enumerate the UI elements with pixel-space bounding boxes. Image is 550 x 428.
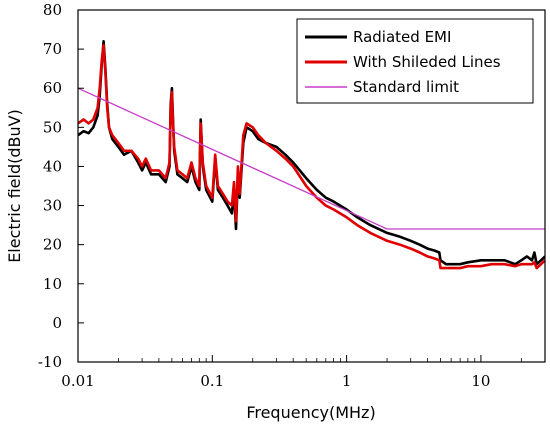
x-tick-label: 1	[342, 372, 352, 390]
legend-label-standard-limit: Standard limit	[353, 78, 459, 96]
y-tick-label: 20	[43, 236, 62, 254]
legend-label-shielded-lines: With Shileded Lines	[353, 53, 501, 71]
x-tick-label: 0.1	[200, 372, 224, 390]
series-line-2	[78, 87, 545, 230]
plot-frame	[77, 9, 546, 363]
y-tick-label: 0	[52, 314, 62, 332]
series-line-1	[78, 43, 545, 270]
series-layer	[78, 39, 545, 270]
y-tick-label: -10	[38, 353, 62, 371]
y-tick-label: 80	[43, 1, 62, 19]
y-tick-label: 60	[43, 79, 62, 97]
x-tick-label: 0.01	[61, 372, 94, 390]
legend: Radiated EMI With Shileded Lines Standar…	[296, 18, 534, 104]
y-axis-label: Electric field(dBuV)	[5, 109, 24, 263]
y-tick-label: 30	[43, 197, 62, 215]
y-tick-label: 50	[43, 118, 62, 136]
x-axis-label: Frequency(MHz)	[246, 403, 375, 422]
y-tick-label: 10	[43, 275, 62, 293]
x-tick-label: 10	[471, 372, 490, 390]
y-tick-label: 40	[43, 157, 62, 175]
y-tick-label: 70	[43, 40, 62, 58]
legend-label-radiated-emi: Radiated EMI	[353, 28, 451, 46]
tick-layer: -10 0 10 20 30 40 50 60 70 80 0.01 0.1 1 10	[38, 1, 546, 390]
